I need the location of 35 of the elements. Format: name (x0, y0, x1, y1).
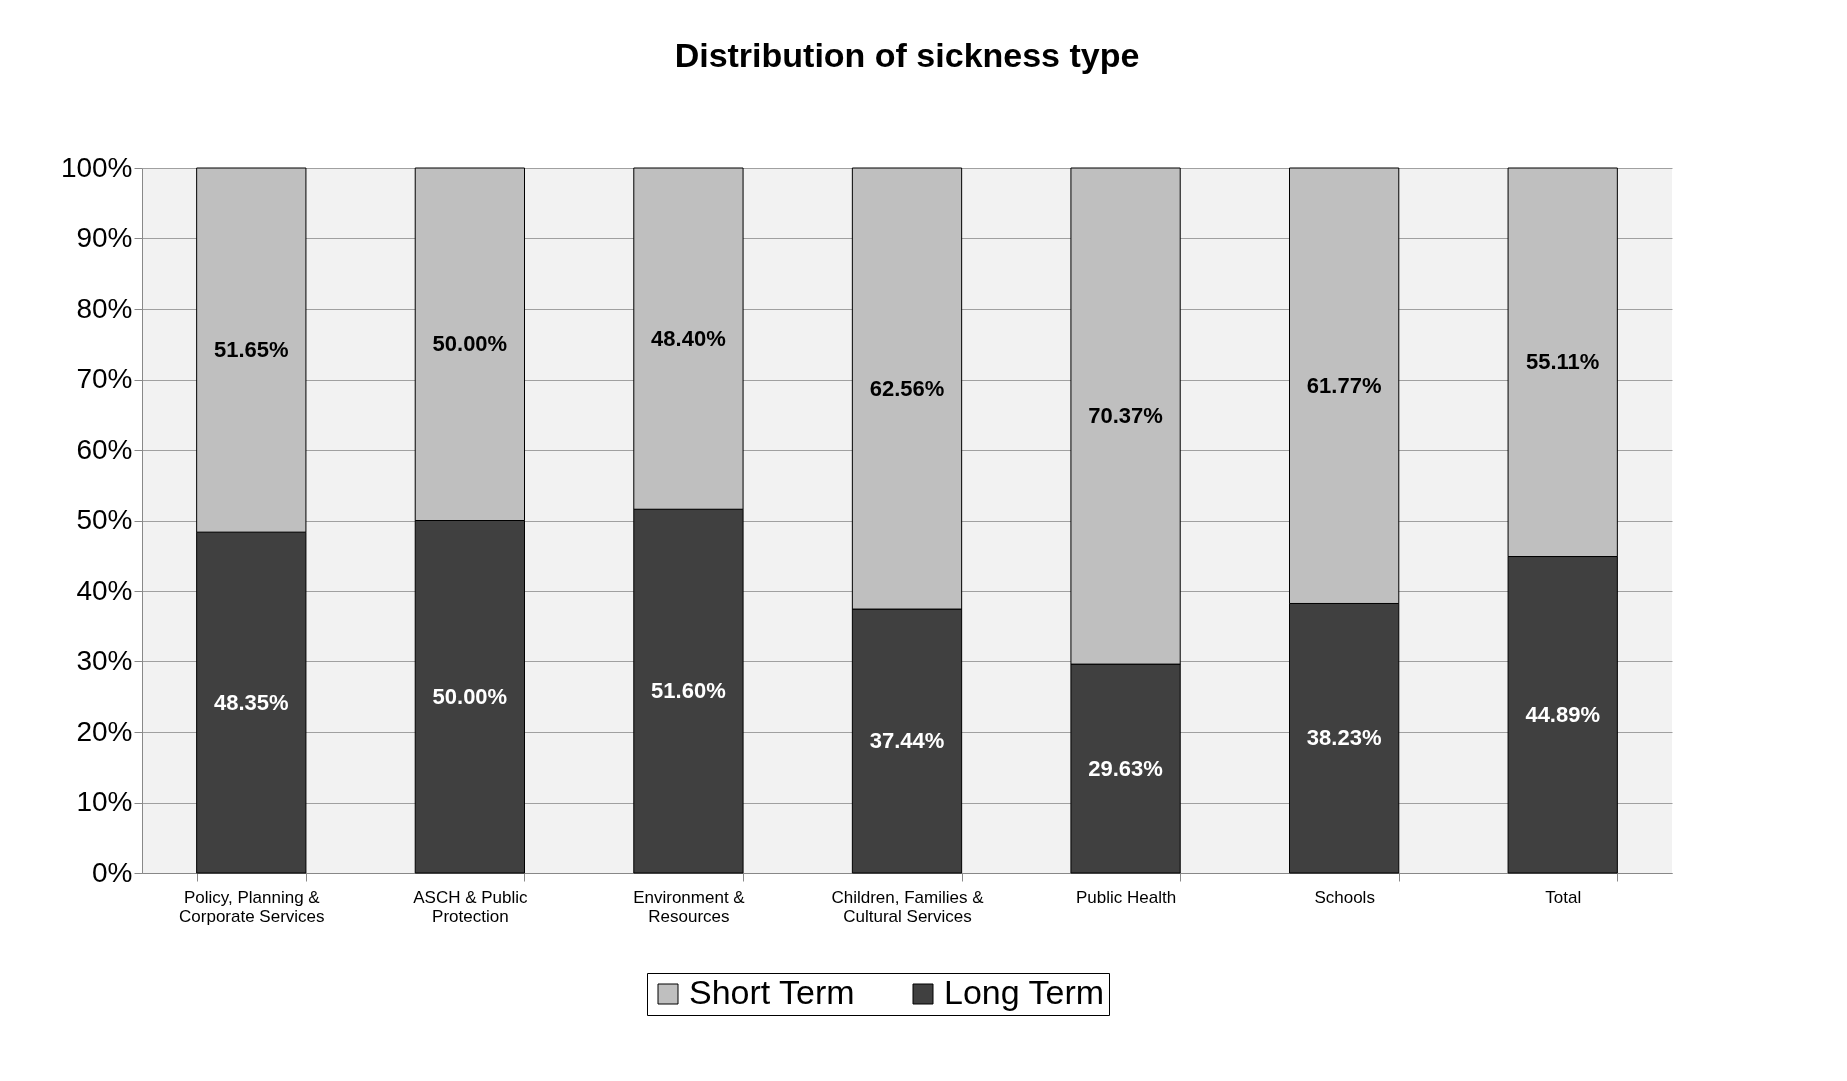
data-label: 50.00% (432, 331, 508, 357)
y-tick-label: 50% (76, 504, 133, 535)
data-label: 48.40% (651, 325, 726, 351)
data-label: 55.11% (1526, 349, 1600, 375)
y-tick-label: 60% (76, 433, 133, 465)
legend-label: Short Term (689, 973, 855, 1011)
data-label: 50.00% (432, 683, 508, 709)
data-label: 70.37% (1088, 403, 1163, 429)
chart-title: Distribution of sickness type (674, 36, 1140, 74)
y-tick-label: 70% (76, 363, 133, 394)
x-tick-label: Schools (1314, 887, 1375, 907)
y-tick-label: 100% (60, 151, 133, 183)
data-label: 29.63% (1088, 755, 1163, 781)
x-tick-label: Environment & Resources (633, 887, 746, 926)
data-label: 62.56% (869, 375, 945, 401)
y-tick-label: 20% (76, 715, 133, 747)
y-tick-label: 30% (76, 645, 133, 676)
y-tick-label: 80% (76, 292, 133, 324)
data-label: 51.60% (651, 678, 726, 704)
x-tick-label: Policy, Planning & Corporate Services (179, 887, 325, 926)
x-tick-label: Children, Families & Cultural Services (831, 887, 985, 926)
y-tick-label: 0% (92, 856, 133, 888)
legend-label: Long Term (944, 973, 1105, 1011)
data-label: 51.65% (213, 337, 289, 363)
data-label: 44.89% (1525, 701, 1601, 727)
x-tick-label: ASCH & Public Protection (413, 887, 529, 926)
data-label: 48.35% (213, 689, 289, 715)
data-label: 61.77% (1306, 372, 1382, 398)
y-tick-label: 10% (76, 786, 133, 817)
data-label: 38.23% (1306, 725, 1382, 751)
y-tick-label: 40% (76, 574, 133, 606)
y-tick-label: 90% (76, 222, 133, 253)
x-tick-label: Public Health (1075, 887, 1177, 907)
data-label: 37.44% (869, 728, 945, 754)
x-tick-label: Total (1545, 887, 1582, 907)
